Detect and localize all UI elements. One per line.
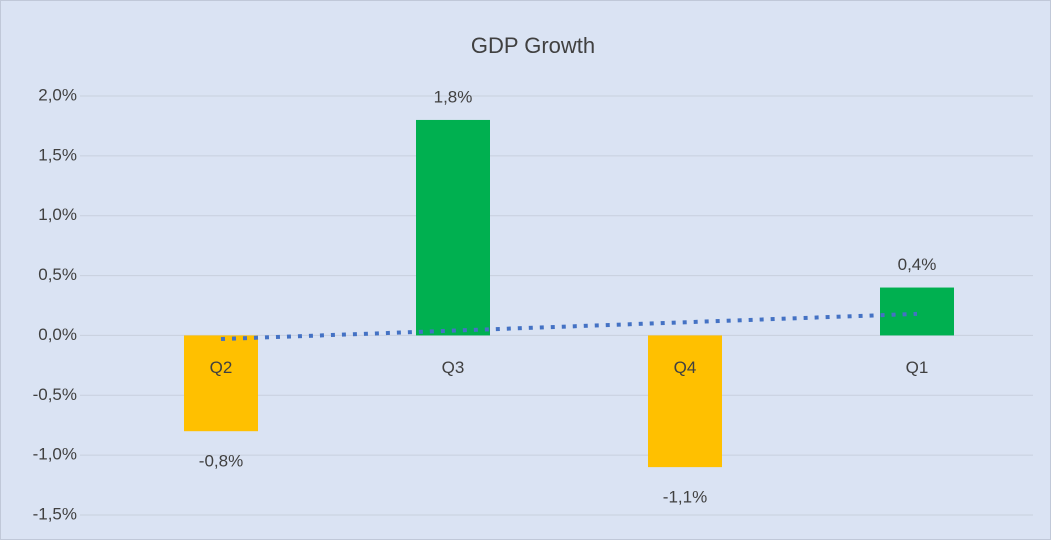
y-tick-label: -1,0% xyxy=(33,445,77,464)
y-tick-label: 2,0% xyxy=(38,85,77,104)
data-label: -1,1% xyxy=(663,488,707,507)
category-label: Q3 xyxy=(442,358,465,377)
bar xyxy=(184,335,258,432)
data-label: 0,4% xyxy=(898,255,937,274)
category-label: Q4 xyxy=(674,358,697,377)
bar xyxy=(416,119,490,336)
y-tick-label: 1,5% xyxy=(38,145,77,164)
category-label: Q2 xyxy=(210,358,233,377)
y-tick-label: -0,5% xyxy=(33,385,77,404)
data-label: 1,8% xyxy=(434,87,473,106)
y-tick-label: 0,5% xyxy=(38,265,77,284)
bar xyxy=(880,287,954,336)
data-label: -0,8% xyxy=(199,452,243,471)
chart-title: GDP Growth xyxy=(471,33,595,58)
y-tick-label: 0,0% xyxy=(38,325,77,344)
category-label: Q1 xyxy=(906,358,929,377)
y-tick-label: -1,5% xyxy=(33,504,77,523)
y-tick-label: 1,0% xyxy=(38,205,77,224)
bar xyxy=(648,335,722,468)
